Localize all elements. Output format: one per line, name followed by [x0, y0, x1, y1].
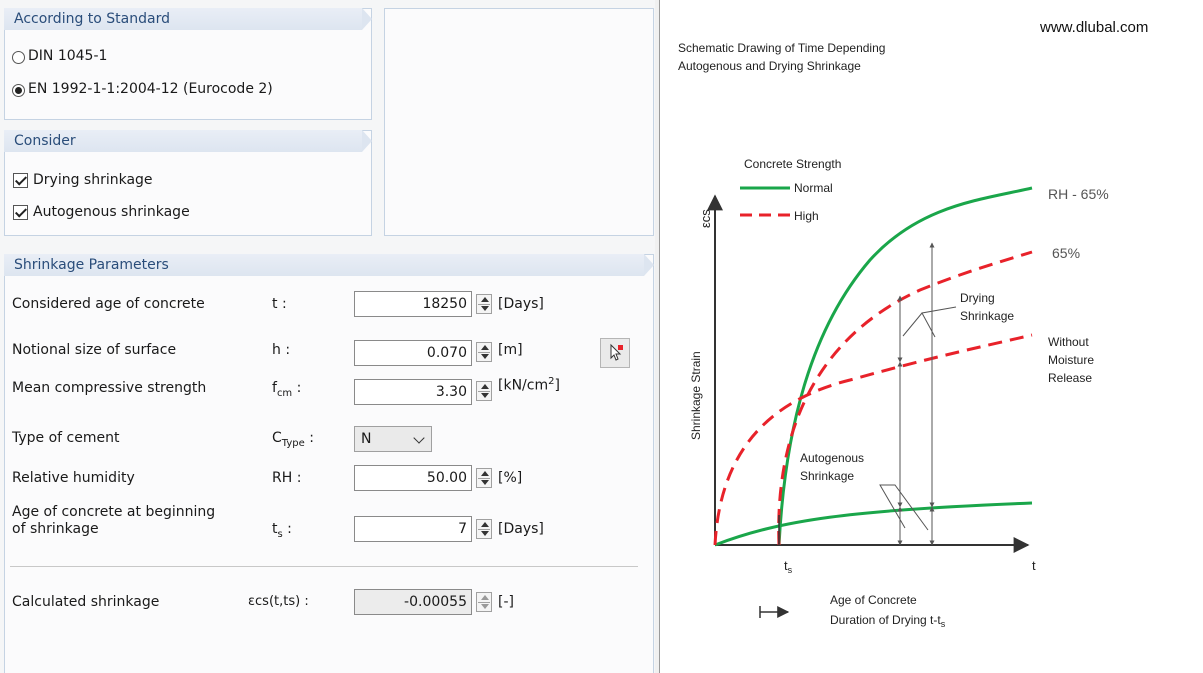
age-label: Considered age of concrete [12, 296, 205, 312]
legend-high-label: High [794, 209, 819, 223]
y-axis-label: Shrinkage Strain [689, 351, 703, 440]
notional-size-input[interactable]: 0.070 [354, 340, 472, 366]
fcm-unit: [kN/cm2] [498, 376, 560, 394]
notional-size-unit: [m] [498, 342, 523, 358]
pick-notional-size-button[interactable] [600, 338, 630, 368]
cement-type-symbol: CType : [272, 430, 314, 449]
without-label-1: Without [1048, 335, 1089, 349]
high-drying-curve [777, 250, 1033, 546]
fcm-label: Mean compressive strength [12, 380, 207, 396]
y-axis-symbol: εcs [698, 209, 713, 228]
without-label-2: Moisture [1048, 353, 1094, 367]
drying-shrinkage-checkbox[interactable] [13, 173, 28, 188]
autog-leader [879, 484, 929, 531]
chevron-down-icon [413, 432, 425, 444]
radio-en-1992-label[interactable]: EN 1992-1-1:2004-12 (Eurocode 2) [28, 81, 273, 97]
calculated-shrinkage-spinner [476, 592, 492, 612]
calculated-shrinkage-unit: [-] [498, 594, 514, 610]
cursor-pick-icon [610, 343, 623, 361]
autogenous-shrinkage-label[interactable]: Autogenous shrinkage [33, 204, 190, 220]
age-input[interactable]: 18250 [354, 291, 472, 317]
autog-label-2: Shrinkage [800, 469, 854, 483]
relative-humidity-spinner[interactable] [476, 468, 492, 488]
radio-din-1045[interactable] [12, 51, 25, 64]
autogenous-shrinkage-checkbox[interactable] [13, 205, 28, 220]
normal-autogenous-curve [714, 501, 1033, 547]
high-no-moisture-curve [713, 333, 1033, 546]
ts-unit: [Days] [498, 521, 544, 537]
website-label: www.dlubal.com [1039, 19, 1148, 36]
without-label-3: Release [1048, 371, 1092, 385]
cement-type-label: Type of cement [12, 430, 120, 446]
fcm-spinner[interactable] [476, 381, 492, 401]
drying-label-1: Drying [960, 291, 995, 305]
schematic-drawing: www.dlubal.com Schematic Drawing of Time… [678, 19, 1148, 629]
fcm-symbol: fcm : [272, 380, 302, 399]
consider-group-title: Consider [4, 130, 372, 152]
rh-65-label: RH - 65% [1048, 186, 1109, 202]
fcm-input[interactable]: 3.30 [354, 379, 472, 405]
ts-symbol: ts : [272, 521, 292, 540]
x-axis-symbol: t [1032, 558, 1036, 573]
standard-group-title: According to Standard [4, 8, 372, 30]
cement-type-value: N [361, 431, 372, 447]
ts-spinner[interactable] [476, 519, 492, 539]
ts-label-line1: Age of concrete at beginning [12, 504, 216, 520]
figure-title-line1: Schematic Drawing of Time Depending [678, 41, 885, 55]
params-group-title: Shrinkage Parameters [4, 254, 654, 276]
empty-info-box [384, 8, 654, 236]
ts-label-line2: of shrinkage [12, 521, 99, 537]
drying-label-2: Shrinkage [960, 309, 1014, 323]
rh-65-label-2: 65% [1052, 245, 1080, 261]
shrinkage-schematic-figure: www.dlubal.com Schematic Drawing of Time… [659, 0, 1203, 673]
relative-humidity-label: Relative humidity [12, 470, 135, 486]
drying-leader [902, 306, 957, 338]
legend-title: Concrete Strength [744, 157, 841, 171]
drying-shrinkage-label[interactable]: Drying shrinkage [33, 172, 153, 188]
radio-din-1045-label[interactable]: DIN 1045-1 [28, 48, 108, 64]
bottom-label-2: Duration of Drying t-ts [830, 613, 946, 629]
notional-size-spinner[interactable] [476, 342, 492, 362]
figure-title-line2: Autogenous and Drying Shrinkage [678, 59, 861, 73]
ts-axis-label: ts [784, 558, 793, 575]
relative-humidity-unit: [%] [498, 470, 523, 486]
calculated-shrinkage-symbol: εcs(t,ts) : [248, 594, 309, 609]
cement-type-select[interactable]: N [354, 426, 432, 452]
age-unit: [Days] [498, 296, 544, 312]
age-spinner[interactable] [476, 294, 492, 314]
calculated-shrinkage-label: Calculated shrinkage [12, 594, 160, 610]
input-panel: According to Standard DIN 1045-1 EN 1992… [0, 0, 655, 673]
normal-drying-curve [777, 186, 1033, 546]
relative-humidity-symbol: RH : [272, 470, 302, 486]
bottom-label-1: Age of Concrete [830, 593, 917, 607]
result-separator [10, 566, 638, 567]
relative-humidity-input[interactable]: 50.00 [354, 465, 472, 491]
notional-size-symbol: h : [272, 342, 291, 358]
ts-input[interactable]: 7 [354, 516, 472, 542]
autog-label-1: Autogenous [800, 451, 864, 465]
age-symbol: t : [272, 296, 287, 312]
legend-normal-label: Normal [794, 181, 833, 195]
notional-size-label: Notional size of surface [12, 342, 177, 358]
radio-en-1992[interactable] [12, 84, 25, 97]
calculated-shrinkage-output: -0.00055 [354, 589, 472, 615]
params-group [4, 254, 654, 673]
